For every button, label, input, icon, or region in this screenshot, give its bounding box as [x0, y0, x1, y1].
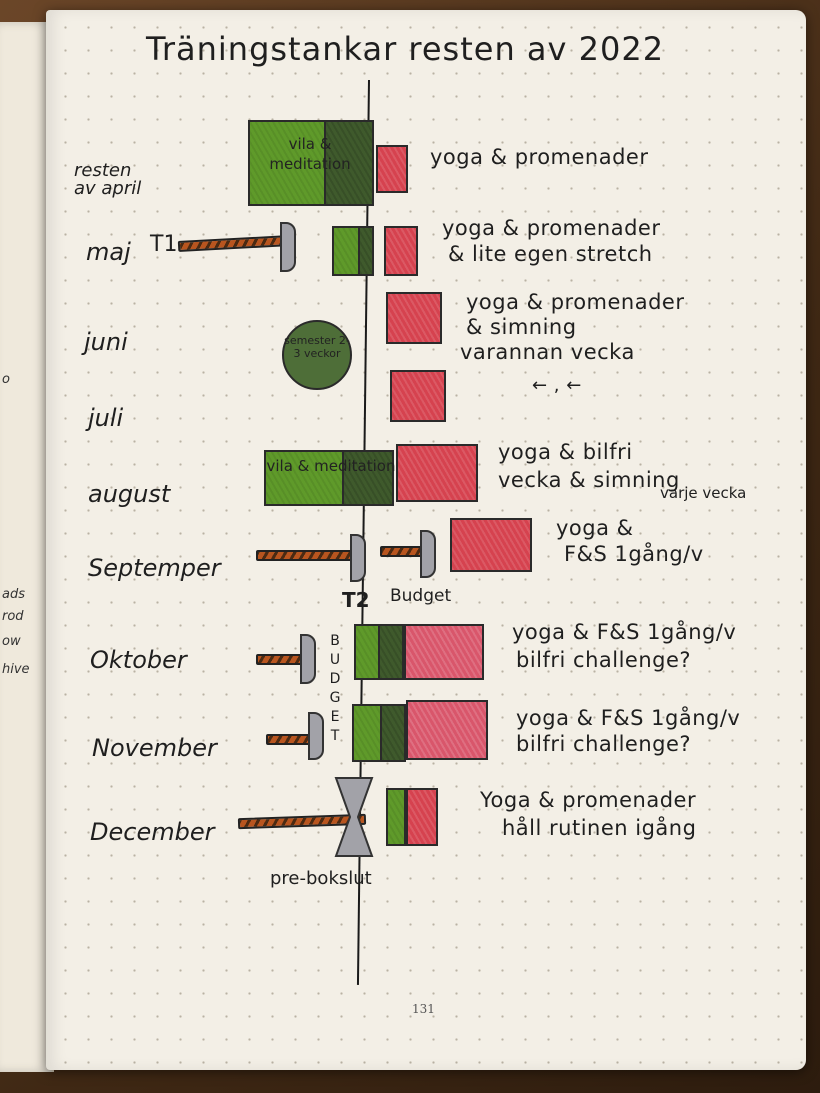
- left-scribble: o: [2, 372, 10, 387]
- month-september: Septemper: [88, 554, 221, 582]
- rest-block: [248, 120, 326, 206]
- training-block: [396, 444, 478, 502]
- note-december-1: Yoga & promenader: [480, 788, 697, 812]
- hourglass-marker: [334, 777, 374, 857]
- work-peak-marker: [420, 530, 436, 578]
- note-oktober-1: yoga & F&S 1gång/v: [512, 620, 737, 644]
- left-scribble: ads: [2, 587, 25, 602]
- page-number: 131: [412, 1002, 435, 1016]
- pre-bokslut-label: pre-bokslut: [270, 868, 372, 889]
- work-bar: [256, 550, 356, 561]
- budget-label: Budget: [390, 586, 452, 606]
- rest-label: vila & meditation: [266, 457, 396, 475]
- page-title: Träningstankar resten av 2022: [146, 30, 665, 68]
- work-peak-marker: [350, 534, 366, 582]
- work-peak-marker: [300, 634, 316, 684]
- note-november-1: yoga & F&S 1gång/v: [516, 706, 741, 730]
- rest-block-dark: [358, 226, 374, 276]
- month-juni: juni: [84, 328, 128, 356]
- note-juni-2: & simning: [466, 315, 577, 339]
- left-scribble: ow: [2, 634, 21, 649]
- work-bar: [177, 235, 291, 252]
- note-juni-1: yoga & promenader: [466, 290, 685, 314]
- month-april: resten av april: [74, 160, 142, 199]
- rest-block: [352, 704, 382, 762]
- note-juli: ← , ←: [532, 375, 582, 396]
- training-block: [406, 700, 488, 760]
- note-juni-3: varannan vecka: [460, 340, 635, 364]
- t1-label: T1: [150, 232, 178, 257]
- rest-label: vila & meditation: [269, 135, 351, 173]
- training-block: [406, 788, 438, 846]
- month-december: December: [90, 818, 215, 846]
- note-september-2: F&S 1gång/v: [564, 542, 704, 566]
- month-november: November: [92, 734, 217, 762]
- rest-block: [386, 788, 406, 846]
- rest-block-dark: [324, 120, 374, 206]
- training-block: [386, 292, 442, 344]
- note-april: yoga & promenader: [430, 145, 649, 169]
- semester-circle: [282, 320, 352, 390]
- month-oktober: Oktober: [90, 646, 187, 674]
- training-block: [404, 624, 484, 680]
- note-december-2: håll rutinen igång: [502, 816, 697, 840]
- left-scribble: rod: [2, 609, 24, 624]
- semester-label: semester 2-3 veckor: [284, 334, 350, 360]
- month-juli: juli: [88, 404, 124, 432]
- training-block: [450, 518, 532, 572]
- work-bar: [266, 734, 314, 745]
- left-scribble: hive: [2, 662, 30, 677]
- work-bar: [256, 654, 306, 665]
- rest-block-dark: [342, 450, 394, 506]
- budget-vertical-label: B U D G E T: [329, 633, 341, 744]
- month-maj: maj: [86, 238, 131, 266]
- rest-block: [354, 624, 380, 680]
- note-oktober-2: bilfri challenge?: [516, 648, 692, 672]
- rest-block-dark: [378, 624, 404, 680]
- t2-label: T2: [342, 588, 370, 612]
- note-maj-1: yoga & promenader: [442, 216, 661, 240]
- note-august-1: yoga & bilfri: [498, 440, 633, 464]
- notebook-page: Träningstankar resten av 2022 resten av …: [46, 10, 806, 1070]
- training-block: [390, 370, 446, 422]
- work-peak-marker: [280, 222, 296, 272]
- work-peak-marker: [308, 712, 324, 760]
- training-block: [376, 145, 408, 193]
- rest-block: [332, 226, 360, 276]
- note-maj-2: & lite egen stretch: [448, 242, 653, 266]
- note-september-1: yoga &: [556, 516, 634, 540]
- rest-block-dark: [380, 704, 406, 762]
- month-august: august: [88, 480, 171, 508]
- note-august-2: vecka & simning: [498, 468, 680, 492]
- note-august-3: varje vecka: [660, 484, 747, 502]
- note-november-2: bilfri challenge?: [516, 732, 692, 756]
- training-block: [384, 226, 418, 276]
